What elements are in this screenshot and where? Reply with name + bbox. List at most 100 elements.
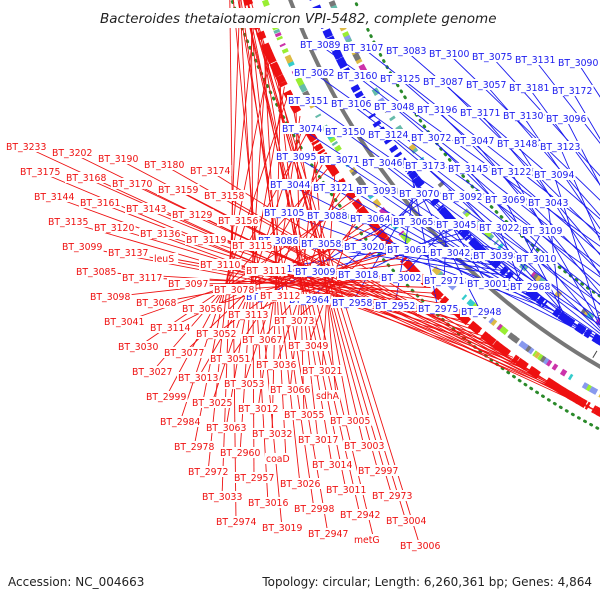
gene-label[interactable]: BT_3137 bbox=[108, 248, 148, 259]
gene-label[interactable]: BT_3043 bbox=[528, 198, 568, 209]
gene-label[interactable]: BT_3039 bbox=[473, 251, 513, 262]
gene-label[interactable]: BT_3158 bbox=[204, 191, 244, 202]
gene-label[interactable]: BT_3022 bbox=[479, 223, 519, 234]
gene-label[interactable]: BT_3168 bbox=[66, 173, 106, 184]
gene-label[interactable]: BT_3099 bbox=[62, 242, 102, 253]
gene-label[interactable]: BT_3113 bbox=[228, 310, 268, 321]
gene-label[interactable]: BT_3030 bbox=[118, 342, 158, 353]
gene-label[interactable]: BT_3077 bbox=[164, 348, 204, 359]
gene-label[interactable]: BT_3027 bbox=[132, 367, 172, 378]
gene-label[interactable]: BT_3143 bbox=[126, 204, 166, 215]
gene-label[interactable]: BT_3131 bbox=[515, 55, 555, 66]
gene-label[interactable]: BT_3119 bbox=[186, 235, 226, 246]
gene-label[interactable]: BT_3097 bbox=[168, 279, 208, 290]
gene-label[interactable]: BT_3173 bbox=[405, 161, 445, 172]
gene-label[interactable]: BT_3089 bbox=[300, 40, 340, 51]
gene-label[interactable]: BT_3175 bbox=[20, 167, 60, 178]
gene-label[interactable]: BT_3112 bbox=[260, 291, 300, 302]
gene-label[interactable]: BT_3046 bbox=[362, 158, 402, 169]
gene-label[interactable]: BT_3145 bbox=[448, 164, 488, 175]
gene-label[interactable]: BT_3047 bbox=[454, 136, 494, 147]
gene-label[interactable]: BT_3068 bbox=[136, 298, 176, 309]
gene-label[interactable]: BT_3148 bbox=[497, 139, 537, 150]
gene-label[interactable]: BT_3190 bbox=[98, 154, 138, 165]
gene-label[interactable]: BT_3090 bbox=[558, 58, 598, 69]
gene-label[interactable]: BT_3014 bbox=[312, 460, 352, 471]
gene-label[interactable]: BT_2948 bbox=[461, 307, 501, 318]
gene-label[interactable]: BT_3111 bbox=[246, 266, 286, 277]
gene-label[interactable]: BT_3170 bbox=[112, 179, 152, 190]
gene-label[interactable]: coaD bbox=[266, 454, 290, 465]
gene-label[interactable]: BT_3107 bbox=[343, 43, 383, 54]
gene-label[interactable]: BT_3144 bbox=[34, 192, 74, 203]
gene-label[interactable]: BT_3117 bbox=[122, 273, 162, 284]
gene-label[interactable]: BT_3053 bbox=[224, 379, 264, 390]
gene-label[interactable]: BT_3051 bbox=[210, 354, 250, 365]
gene-label[interactable]: BT_3045 bbox=[436, 220, 476, 231]
gene-label[interactable]: BT_3032 bbox=[252, 429, 292, 440]
gene-label[interactable]: BT_3064 bbox=[350, 214, 390, 225]
gene-label[interactable]: BT_3130 bbox=[503, 111, 543, 122]
gene-label[interactable]: BT_3136 bbox=[140, 229, 180, 240]
gene-label[interactable]: BT_3062 bbox=[294, 68, 334, 79]
gene-label[interactable]: sdhA bbox=[316, 391, 340, 402]
gene-label[interactable]: BT_3061 bbox=[387, 245, 427, 256]
gene-label[interactable]: BT_2960 bbox=[220, 448, 260, 459]
gene-label[interactable]: BT_3003 bbox=[344, 441, 384, 452]
gene-label[interactable]: BT_3073 bbox=[274, 316, 314, 327]
gene-label[interactable]: BT_3174 bbox=[190, 166, 230, 177]
gene-label[interactable]: BT_3055 bbox=[284, 410, 324, 421]
gene-label[interactable]: BT_3115 bbox=[232, 241, 272, 252]
gene-label[interactable]: BT_2971 bbox=[424, 276, 464, 287]
gene-label[interactable]: BT_2973 bbox=[372, 491, 412, 502]
gene-label[interactable]: BT_3085 bbox=[76, 267, 116, 278]
gene-label[interactable]: BT_3069 bbox=[485, 195, 525, 206]
gene-label[interactable]: BT_3036 bbox=[256, 360, 296, 371]
gene-label[interactable]: BT_2958 bbox=[332, 298, 372, 309]
gene-label[interactable]: BT_3172 bbox=[552, 86, 592, 97]
gene-label[interactable]: BT_3058 bbox=[301, 239, 341, 250]
gene-label[interactable]: BT_3049 bbox=[288, 341, 328, 352]
gene-label[interactable]: BT_3042 bbox=[430, 248, 470, 259]
gene-label[interactable]: BT_3056 bbox=[182, 304, 222, 315]
gene-label[interactable]: BT_3026 bbox=[280, 479, 320, 490]
gene-label[interactable]: BT_3074 bbox=[282, 124, 322, 135]
gene-label[interactable]: BT_2947 bbox=[308, 529, 348, 540]
gene-label[interactable]: BT_3196 bbox=[417, 105, 457, 116]
gene-label[interactable]: BT_3070 bbox=[399, 189, 439, 200]
gene-label[interactable]: BT_3001 bbox=[467, 279, 507, 290]
gene-label[interactable]: BT_2999 bbox=[146, 392, 186, 403]
gene-label[interactable]: BT_3159 bbox=[158, 185, 198, 196]
gene-label[interactable]: BT_3110 bbox=[200, 260, 240, 271]
gene-label[interactable]: BT_3202 bbox=[52, 148, 92, 159]
gene-label[interactable]: BT_3063 bbox=[206, 423, 246, 434]
gene-label[interactable]: BT_3156 bbox=[218, 216, 258, 227]
gene-label[interactable]: BT_3071 bbox=[319, 155, 359, 166]
gene-label[interactable]: BT_3016 bbox=[248, 498, 288, 509]
gene-label[interactable]: BT_3017 bbox=[298, 435, 338, 446]
gene-label[interactable]: BT_3002 bbox=[381, 273, 421, 284]
gene-label[interactable]: BT_3109 bbox=[522, 226, 562, 237]
gene-label[interactable]: BT_3095 bbox=[276, 152, 316, 163]
gene-label[interactable]: BT_3105 bbox=[264, 208, 304, 219]
gene-label[interactable]: BT_3009 bbox=[295, 267, 335, 278]
gene-label[interactable]: BT_2975 bbox=[418, 304, 458, 315]
gene-label[interactable]: BT_3125 bbox=[380, 74, 420, 85]
gene-label[interactable]: BT_3120 bbox=[94, 223, 134, 234]
gene-label[interactable]: BT_2968 bbox=[510, 282, 550, 293]
gene-label[interactable]: BT_3160 bbox=[337, 71, 377, 82]
gene-label[interactable]: BT_3075 bbox=[472, 52, 512, 63]
gene-label[interactable]: BT_2978 bbox=[174, 442, 214, 453]
gene-label[interactable]: BT_3121 bbox=[313, 183, 353, 194]
gene-label[interactable]: BT_3106 bbox=[331, 99, 371, 110]
gene-label[interactable]: BT_3151 bbox=[288, 96, 328, 107]
gene-label[interactable]: BT_3012 bbox=[238, 404, 278, 415]
gene-label[interactable]: metG bbox=[354, 535, 380, 546]
gene-label[interactable]: BT_3098 bbox=[90, 292, 130, 303]
gene-label[interactable]: BT_3005 bbox=[330, 416, 370, 427]
gene-label[interactable]: BT_3161 bbox=[80, 198, 120, 209]
gene-label[interactable]: BT_3096 bbox=[546, 114, 586, 125]
gene-label[interactable]: BT_3067 bbox=[242, 335, 282, 346]
gene-label[interactable]: BT_3048 bbox=[374, 102, 414, 113]
gene-label[interactable]: BT_3004 bbox=[386, 516, 426, 527]
